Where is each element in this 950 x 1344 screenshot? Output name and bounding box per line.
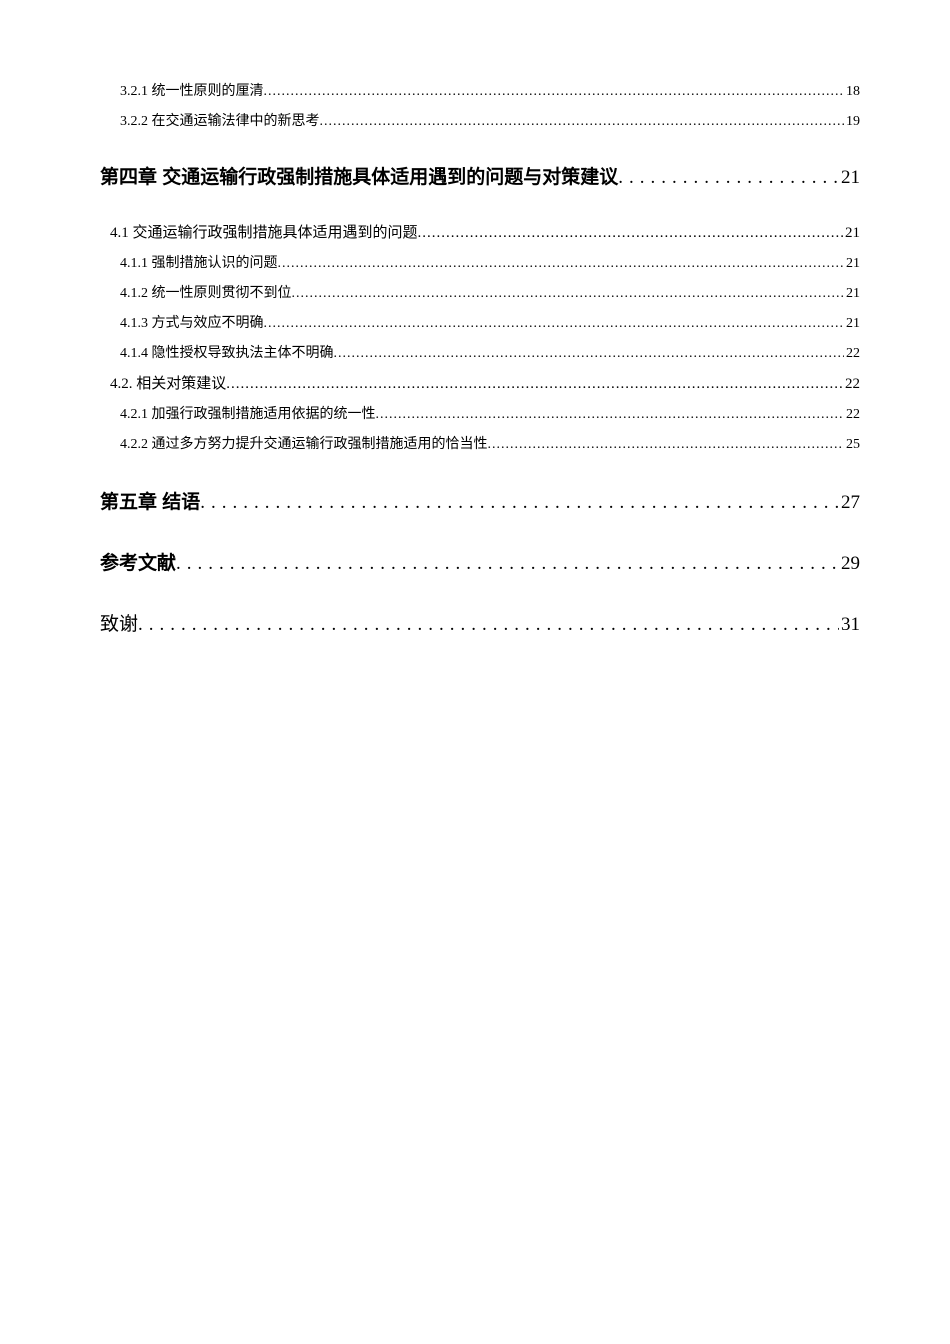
toc-page-number: 18 <box>844 84 860 100</box>
toc-page-number: 25 <box>844 437 860 453</box>
toc-leader: ........................................… <box>264 84 845 100</box>
toc-leader: ........................................… <box>292 286 845 302</box>
toc-entry: 4.1.2 统一性原则贯彻不到位........................… <box>120 282 860 302</box>
toc-label: 第五章 结语 <box>100 487 200 514</box>
toc-page-number: 22 <box>843 376 860 393</box>
toc-page-number: 29 <box>839 553 860 575</box>
toc-entry: 3.2.1 统一性原则的厘清..........................… <box>120 80 860 100</box>
toc-page-number: 31 <box>839 614 860 636</box>
toc-entry: 4.1.3 方式与效应不明确..........................… <box>120 312 860 332</box>
toc-label: 4.2.2 通过多方努力提升交通运输行政强制措施适用的恰当性 <box>120 433 488 453</box>
toc-leader: ........................................… <box>226 376 843 393</box>
toc-label: 3.2.2 在交通运输法律中的新思考 <box>120 110 320 130</box>
toc-label: 4.1 交通运输行政强制措施具体适用遇到的问题 <box>110 221 418 242</box>
toc-entry: 4.1.1 强制措施认识的问题.........................… <box>120 252 860 272</box>
toc-label: 4.1.1 强制措施认识的问题 <box>120 252 278 272</box>
toc-leader: ........................................… <box>418 225 843 242</box>
toc-entry: 4.2.1 加强行政强制措施适用依据的统一性..................… <box>120 403 860 423</box>
toc-entry: 4.1.4 隐性授权导致执法主体不明确.....................… <box>120 342 860 362</box>
toc-label: 参考文献 <box>100 548 176 575</box>
toc-entry: 致谢......................................… <box>100 609 860 636</box>
toc-leader: ........................................… <box>488 437 845 453</box>
toc-leader: ........................................… <box>334 346 845 362</box>
toc-label: 4.1.3 方式与效应不明确 <box>120 312 264 332</box>
toc-label: 致谢 <box>100 609 138 636</box>
toc-page-number: 21 <box>839 167 860 189</box>
toc-page-number: 19 <box>844 114 860 130</box>
toc-label: 4.1.2 统一性原则贯彻不到位 <box>120 282 292 302</box>
toc-leader: ........................................… <box>320 114 845 130</box>
toc-page-number: 21 <box>844 286 860 302</box>
toc-entry: 4.2. 相关对策建议.............................… <box>110 372 860 393</box>
toc-page-number: 22 <box>844 407 860 423</box>
toc-entry: 第四章 交通运输行政强制措施具体适用遇到的问题与对策建议............… <box>100 162 860 189</box>
table-of-contents: 3.2.1 统一性原则的厘清..........................… <box>100 80 860 636</box>
toc-page-number: 21 <box>843 225 860 242</box>
toc-label: 第四章 交通运输行政强制措施具体适用遇到的问题与对策建议 <box>100 162 618 189</box>
toc-leader: ........................................… <box>376 407 845 423</box>
toc-leader: ........................................… <box>264 316 845 332</box>
toc-page-number: 21 <box>844 256 860 272</box>
toc-entry: 3.2.2 在交通运输法律中的新思考......................… <box>120 110 860 130</box>
toc-leader: ........................................… <box>278 256 845 272</box>
toc-page-number: 27 <box>839 492 860 514</box>
toc-leader: ........................................… <box>618 167 839 189</box>
toc-page-number: 22 <box>844 346 860 362</box>
toc-label: 4.2. 相关对策建议 <box>110 372 226 393</box>
toc-leader: ........................................… <box>200 492 839 514</box>
toc-entry: 4.1 交通运输行政强制措施具体适用遇到的问题.................… <box>110 221 860 242</box>
toc-label: 4.2.1 加强行政强制措施适用依据的统一性 <box>120 403 376 423</box>
toc-page-number: 21 <box>844 316 860 332</box>
toc-entry: 4.2.2 通过多方努力提升交通运输行政强制措施适用的恰当性..........… <box>120 433 860 453</box>
toc-label: 4.1.4 隐性授权导致执法主体不明确 <box>120 342 334 362</box>
toc-entry: 第五章 结语..................................… <box>100 487 860 514</box>
toc-label: 3.2.1 统一性原则的厘清 <box>120 80 264 100</box>
toc-entry: 参考文献....................................… <box>100 548 860 575</box>
toc-leader: ........................................… <box>138 614 839 636</box>
toc-leader: ........................................… <box>176 553 839 575</box>
